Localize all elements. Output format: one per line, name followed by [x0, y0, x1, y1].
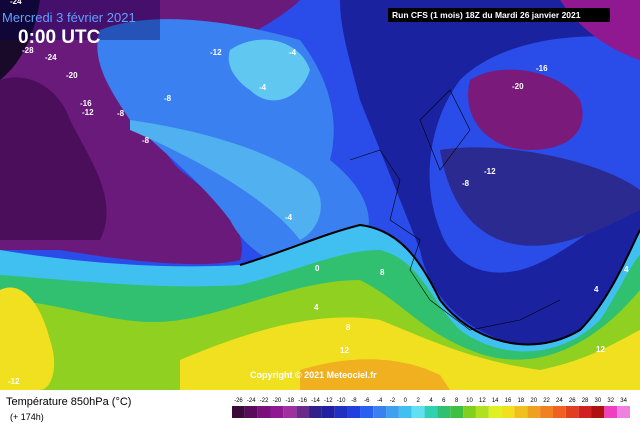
- contour-labels: -24-28-24-20-16-12 -8-8-12 -4-4-8-4048812-…: [8, 0, 629, 386]
- contour-label: 4: [624, 265, 629, 274]
- colorbar-swatch: [617, 406, 630, 418]
- contour-label: -4: [259, 83, 267, 92]
- contour-label: -20: [512, 82, 524, 91]
- colorbar-tick-label: 26: [569, 398, 576, 404]
- colorbar-swatch: [540, 406, 553, 418]
- colorbar-tick-label: 30: [595, 398, 602, 404]
- contour-label: -20: [66, 71, 78, 80]
- colorbar-swatch: [527, 406, 541, 418]
- lead-time: (+ 174h): [10, 412, 44, 422]
- colorbar-tick-label: -14: [311, 398, 320, 404]
- contour-label: 4: [314, 303, 319, 312]
- colorbar-tick-label: 20: [530, 398, 537, 404]
- colorbar-swatch: [437, 406, 451, 418]
- forecast-date: Mercredi 3 février 2021: [2, 10, 136, 25]
- colorbar-tick-label: 28: [582, 398, 589, 404]
- copyright: Copyright © 2021 Meteociel.fr: [250, 370, 377, 380]
- colorbar-swatch: [398, 406, 412, 418]
- colorbar-tick-label: 8: [455, 398, 459, 404]
- colorbar-swatch: [373, 406, 387, 418]
- colorbar-swatch: [386, 406, 399, 418]
- contour-label: -28: [22, 46, 34, 55]
- colorbar-swatch: [283, 406, 297, 418]
- colorbar-tick-label: -4: [377, 398, 383, 404]
- forecast-time: 0:00 UTC: [18, 27, 101, 48]
- colorbar-tick-label: 22: [543, 398, 550, 404]
- contour-label: -8: [142, 136, 150, 145]
- colorbar-tick-label: -16: [298, 398, 307, 404]
- colorbar-tick-label: 6: [442, 398, 446, 404]
- contour-label: 0: [315, 264, 320, 273]
- colorbar-swatch: [578, 406, 592, 418]
- contour-label: -4: [289, 48, 297, 57]
- colorbar-swatch: [514, 406, 528, 418]
- colorbar-tick-label: 34: [620, 398, 627, 404]
- colorbar-tick-label: 4: [429, 398, 433, 404]
- colorbar-tick-label: 24: [556, 398, 563, 404]
- contour-label: -8: [117, 109, 125, 118]
- contour-label: -16: [536, 64, 548, 73]
- colorbar-swatch: [411, 406, 425, 418]
- contour-label: -8: [164, 94, 172, 103]
- contour-label: 12: [596, 345, 605, 354]
- contour-label: -8: [462, 179, 470, 188]
- colorbar-swatch: [309, 406, 322, 418]
- colorbar-tick-label: -22: [260, 398, 269, 404]
- contour-label: -12: [82, 108, 94, 117]
- colorbar-swatch: [244, 406, 258, 418]
- colorbar-tick-label: 32: [607, 398, 614, 404]
- colorbar-swatch: [257, 406, 271, 418]
- colorbar-swatch: [475, 406, 489, 418]
- contour-label: -16: [80, 99, 92, 108]
- temperature-map: [0, 0, 640, 390]
- colorbar-tick-label: -12: [324, 398, 333, 404]
- colorbar-swatch: [565, 406, 579, 418]
- contour-label: 12: [340, 346, 349, 355]
- colorbar-tick-label: 0: [404, 398, 408, 404]
- contour-label: -12: [8, 377, 20, 386]
- colorbar-swatch: [270, 406, 284, 418]
- colorbar-tick-label: -20: [273, 398, 282, 404]
- colorbar-swatch: [463, 406, 476, 418]
- colorbar-tick-label: 10: [466, 398, 473, 404]
- colorbar-tick-label: -26: [234, 398, 243, 404]
- colorbar-swatch: [232, 406, 245, 418]
- colorbar-swatch: [501, 406, 515, 418]
- colorbar-tick-label: 2: [416, 398, 420, 404]
- contour-label: 8: [346, 323, 351, 332]
- contour-label: -24: [10, 0, 22, 6]
- run-info: Run CFS (1 mois) 18Z du Mardi 26 janvier…: [392, 10, 581, 20]
- colorbar: -26 -24 -22 -20 -18 -16 -14 -12 -10 -8 -6 -4 -2 0 2 4 6 8…: [232, 398, 630, 418]
- colorbar-swatch: [360, 406, 374, 418]
- colorbar-swatch: [604, 406, 618, 418]
- colorbar-tick-label: -10: [337, 398, 346, 404]
- colorbar-tick-label: 12: [479, 398, 486, 404]
- colorbar-swatch: [591, 406, 605, 418]
- colorbar-swatch: [334, 406, 348, 418]
- legend-title: Température 850hPa (°C): [6, 396, 131, 408]
- contour-label: 4: [594, 285, 599, 294]
- colorbar-tick-label: -6: [364, 398, 370, 404]
- contour-label: -12: [484, 167, 496, 176]
- colorbar-swatch: [321, 406, 335, 418]
- colorbar-tick-label: 18: [518, 398, 525, 404]
- colorbar-swatch: [424, 406, 438, 418]
- contour-label: -24: [45, 53, 57, 62]
- colorbar-swatch: [488, 406, 502, 418]
- colorbar-swatch: [296, 406, 310, 418]
- colorbar-tick-label: -18: [285, 398, 294, 404]
- colorbar-tick-label: 14: [492, 398, 499, 404]
- colorbar-swatch: [552, 406, 566, 418]
- colorbar-tick-label: -24: [247, 398, 256, 404]
- contour-label: -4: [285, 213, 293, 222]
- colorbar-swatch: [450, 406, 464, 418]
- colorbar-tick-label: -8: [351, 398, 357, 404]
- colorbar-tick-label: 16: [505, 398, 512, 404]
- colorbar-tick-label: -2: [390, 398, 396, 404]
- contour-label: 8: [380, 268, 385, 277]
- contour-label: -12: [210, 48, 222, 57]
- colorbar-swatch: [347, 406, 361, 418]
